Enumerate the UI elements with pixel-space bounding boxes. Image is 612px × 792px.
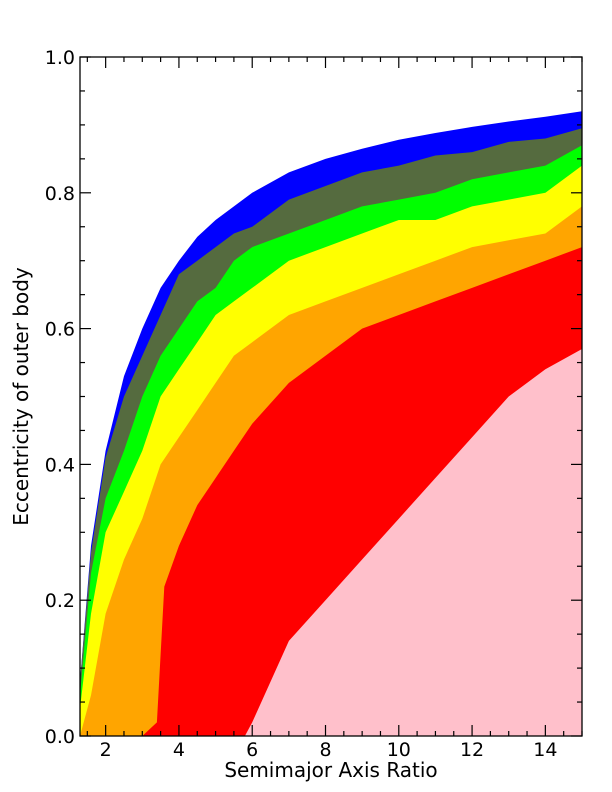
y-tick-label: 1.0: [45, 47, 75, 69]
x-axis-title: Semimajor Axis Ratio: [224, 758, 437, 782]
y-tick-label: 0.4: [45, 454, 75, 476]
y-axis-title: Eccentricity of outer body: [9, 267, 33, 526]
x-tick-label: 12: [460, 739, 484, 761]
x-tick-label: 2: [100, 739, 112, 761]
x-tick-label: 14: [533, 739, 557, 761]
y-tick-label: 0.0: [45, 726, 75, 748]
x-tick-label: 4: [173, 739, 185, 761]
x-tick-label: 6: [246, 739, 258, 761]
region-6: [80, 349, 582, 736]
x-tick-label: 8: [319, 739, 331, 761]
y-tick-label: 0.8: [45, 183, 75, 205]
regions-layer: [80, 111, 582, 737]
ticks-layer: [80, 56, 583, 737]
tick-labels-layer: 2 4 6 8 10 12 14 0.0 0.2 0.4 0.6 0.8 1.0: [45, 47, 558, 761]
x-tick-label: 10: [387, 739, 411, 761]
y-tick-label: 0.2: [45, 590, 75, 612]
y-tick-label: 0.6: [45, 319, 75, 341]
